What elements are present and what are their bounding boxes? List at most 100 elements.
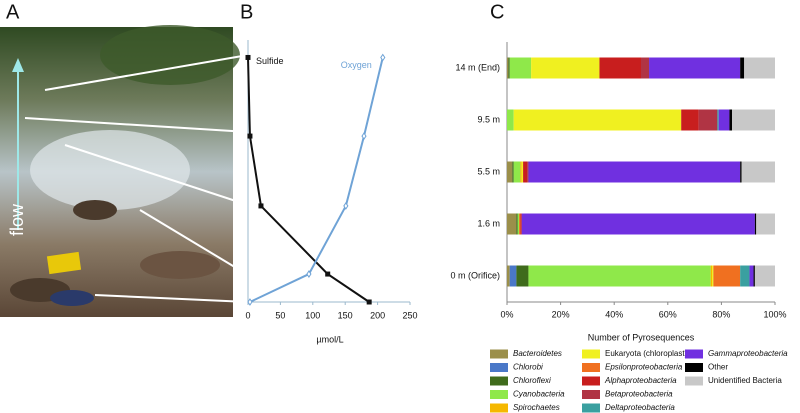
legend-label: Chloroflexi (513, 376, 551, 385)
bar-segment (740, 161, 742, 183)
x-tick-label: 60% (659, 309, 677, 319)
bar-segment (508, 57, 510, 79)
point (306, 270, 312, 278)
bar-segment (527, 161, 529, 183)
bar-segment (717, 109, 719, 131)
bar-segment (517, 213, 520, 235)
point (361, 132, 367, 140)
legend-swatch (582, 349, 600, 359)
bar-segment (712, 265, 714, 287)
legend-label: Cyanobacteria (513, 390, 565, 399)
point (245, 54, 251, 60)
panel-label: B (240, 1, 253, 23)
bar-segment (710, 265, 713, 287)
x-tick-label: 100 (305, 310, 320, 320)
bar-segment (753, 265, 755, 287)
y-tick-label: 5.5 m (477, 166, 500, 176)
bar-segment (681, 109, 699, 131)
x-axis-label: Number of Pyrosequences (588, 332, 695, 342)
series-line (249, 57, 384, 303)
point (366, 299, 372, 305)
bar-segment (599, 57, 641, 79)
x-axis-label: µmol/L (316, 334, 343, 344)
legend-label: Bacteroidetes (513, 349, 562, 358)
legend-swatch (582, 390, 600, 399)
legend-swatch (490, 363, 508, 372)
series-label: Sulfide (256, 56, 284, 66)
bar-segment (507, 161, 513, 183)
bar-segment (698, 109, 718, 131)
legend-swatch (582, 363, 600, 372)
bar-segment (519, 213, 521, 235)
bar-segment (513, 109, 682, 131)
bar-segment (521, 213, 755, 235)
y-tick-label: 0 m (Orifice) (451, 270, 501, 280)
bar-segment (718, 109, 730, 131)
series-label: Oxygen (341, 60, 372, 70)
legend-label: Alphaproteobacteria (604, 376, 677, 385)
bar-segment (509, 265, 517, 287)
point (380, 53, 386, 62)
legend-swatch (490, 376, 508, 386)
bar-segment (754, 213, 757, 235)
legend-label: Eukaryota (chloroplast) (605, 349, 688, 358)
bar-segment (521, 161, 524, 183)
bar-segment (516, 213, 518, 235)
y-tick-label: 1.6 m (477, 218, 500, 228)
series-line (247, 57, 370, 303)
bar-segment (649, 57, 741, 79)
bar-segment (756, 213, 775, 235)
point (247, 298, 253, 306)
point (343, 202, 349, 210)
y-tick-label: 14 m (End) (455, 62, 500, 72)
x-tick-label: 20% (552, 309, 570, 319)
bar-segment (507, 109, 514, 131)
legend-swatch (582, 376, 600, 386)
bar-segment (528, 265, 711, 287)
bar-segment (729, 109, 733, 131)
legend-label: Chlorobi (513, 363, 543, 372)
x-tick-label: 200 (370, 310, 385, 320)
bar-segment (641, 57, 650, 79)
x-tick-label: 150 (338, 310, 353, 320)
point (258, 203, 264, 209)
legend-swatch (582, 403, 600, 413)
legend-swatch (490, 349, 508, 359)
bar-segment (741, 161, 775, 183)
legend-swatch (685, 363, 703, 372)
x-tick-label: 0% (500, 309, 513, 319)
bar-segment (531, 57, 600, 79)
bar-segment (740, 265, 750, 287)
legend-label: Gammaproteobacteria (708, 349, 788, 358)
bar-segment (754, 265, 775, 287)
bar-segment (507, 265, 510, 287)
x-tick-label: 50 (275, 310, 285, 320)
bar-segment (749, 265, 754, 287)
bar-segment (732, 109, 775, 131)
bar-segment (507, 213, 517, 235)
x-tick-label: 100% (763, 309, 786, 319)
legend-label: Spirochaetes (513, 403, 560, 412)
bar-segment (740, 57, 745, 79)
bar-segment (509, 57, 532, 79)
bar-segment (713, 265, 741, 287)
flow-label: flow (7, 203, 27, 236)
bar-segment (528, 161, 741, 183)
x-tick-label: 0 (245, 310, 250, 320)
y-tick-label: 9.5 m (477, 114, 500, 124)
bar-segment (516, 265, 529, 287)
photo: flow (0, 25, 249, 317)
bar-segment (520, 161, 522, 183)
legend-swatch (490, 403, 508, 413)
panel-label: A (6, 1, 20, 23)
x-tick-label: 250 (402, 310, 417, 320)
legend-swatch (685, 349, 703, 359)
point (247, 133, 253, 139)
bar-segment (520, 213, 522, 235)
legend-label: Deltaproteobacteria (605, 403, 675, 412)
panel-label: C (490, 1, 504, 23)
x-tick-label: 80% (712, 309, 730, 319)
bar-segment (512, 161, 514, 183)
point (325, 271, 331, 277)
